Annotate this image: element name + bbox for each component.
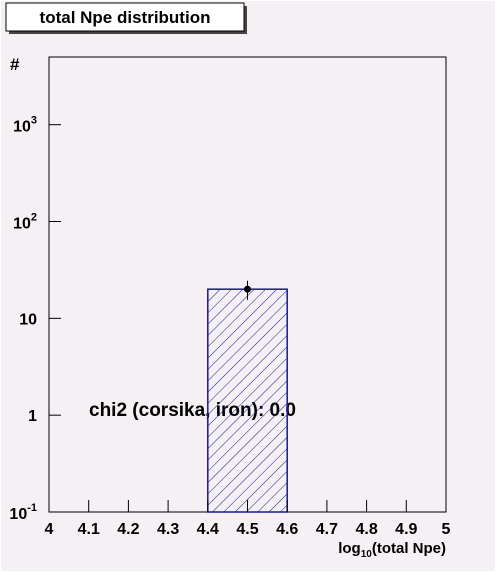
- y-tick-label: 10: [19, 311, 37, 328]
- x-tick-label: 4.6: [276, 521, 298, 538]
- y-axis-label: #: [10, 55, 20, 74]
- x-tick-label: 5: [442, 521, 451, 538]
- y-tick-label: 103: [13, 115, 37, 136]
- y-tick-base: 10: [13, 216, 31, 233]
- x-tick-label: 4.4: [197, 521, 219, 538]
- x-tick-label: 4.2: [117, 521, 139, 538]
- x-tick-label: 4.7: [316, 521, 338, 538]
- x-tick-label: 4.1: [78, 521, 100, 538]
- bar: [207, 288, 288, 513]
- x-axis-label: log10(total Npe): [338, 540, 446, 560]
- x-tick-label: 4.3: [157, 521, 179, 538]
- y-tick-label: 102: [13, 212, 37, 233]
- y-tick-exponent: 2: [31, 212, 37, 224]
- chart-title: total Npe distribution: [40, 8, 211, 27]
- y-tick-exponent: -1: [27, 502, 37, 514]
- y-tick-exponent: 3: [31, 115, 37, 127]
- x-tick-label: 4.5: [236, 521, 258, 538]
- y-tick-base: 10: [9, 506, 27, 523]
- x-label-sub: 10: [361, 549, 373, 560]
- title-box: [5, 2, 245, 32]
- x-tick-label: 4: [45, 521, 54, 538]
- y-tick-label: 10-1: [9, 502, 37, 523]
- x-label-part: (total Npe): [372, 540, 446, 557]
- x-tick-label: 4.9: [395, 521, 417, 538]
- y-tick-label: 1: [28, 408, 37, 425]
- x-tick-label: 4.8: [355, 521, 377, 538]
- x-label-part: log: [338, 540, 361, 557]
- y-tick-base: 10: [13, 119, 31, 136]
- data-point: [244, 285, 251, 293]
